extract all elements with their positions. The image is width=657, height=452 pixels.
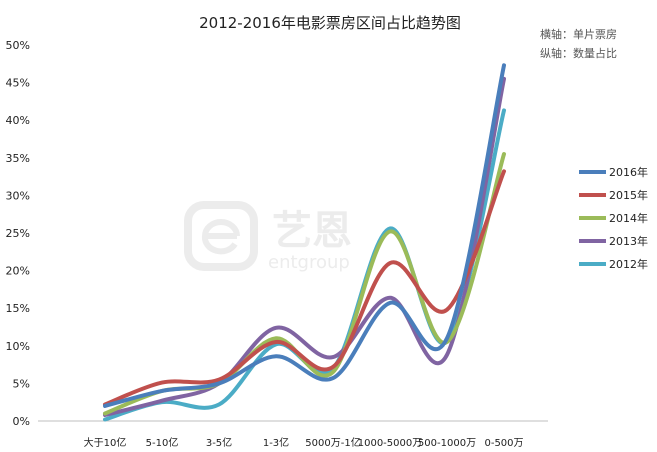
x-tick-label: 1000-5000万 [358, 438, 423, 449]
y-axis: 0% 5% 10% 15% 20% 25% 30% 35% 40% 45% 50% [6, 39, 30, 428]
series-line-2015年 [103, 169, 506, 407]
legend-label: 2016年 [609, 165, 648, 179]
x-tick-label: 5000万-1亿 [305, 436, 360, 449]
legend-label: 2013年 [609, 234, 648, 248]
legend-label: 2015年 [609, 188, 648, 202]
watermark-brand: 艺恩 [272, 208, 352, 254]
note-x-axis: 横轴：单片票房 [540, 27, 617, 41]
x-axis: 大于10亿 5-10亿 3-5亿 1-3亿 5000万-1亿1000-5000万500-… [84, 436, 524, 449]
x-tick-label: 3-5亿 [206, 436, 232, 449]
y-tick-label: 10% [6, 340, 30, 353]
x-tick-label: 5-10亿 [146, 436, 179, 449]
y-tick-label: 30% [6, 189, 30, 202]
chart-title: 2012-2016年电影票房区间占比趋势图 [199, 14, 461, 32]
watermark-logo-icon [184, 201, 258, 271]
note-y-axis: 纵轴：数量占比 [540, 46, 617, 60]
x-tick-label: 500-1000万 [418, 438, 476, 449]
y-tick-label: 40% [6, 114, 30, 127]
y-tick-label: 50% [6, 39, 30, 52]
y-tick-label: 25% [6, 227, 30, 240]
series-line-2016年 [103, 63, 506, 408]
y-tick-label: 15% [6, 302, 30, 315]
series-layer [103, 63, 506, 422]
x-tick-label: 0-500万 [484, 438, 523, 449]
y-tick-label: 20% [6, 265, 30, 278]
watermark: 艺恩 entgroup [184, 201, 352, 273]
legend: 2016年 2015年 2014年 2013年 2012年 [579, 165, 648, 271]
legend-label: 2012年 [609, 257, 648, 271]
legend-label: 2014年 [609, 211, 648, 225]
x-tick-label: 大于10亿 [84, 436, 127, 449]
x-tick-label: 1-3亿 [263, 436, 289, 449]
y-tick-label: 5% [13, 377, 30, 390]
series-line-2014年 [103, 152, 506, 416]
watermark-sub: entgroup [268, 252, 350, 273]
y-tick-label: 45% [6, 77, 30, 90]
y-tick-label: 0% [13, 415, 30, 428]
y-tick-label: 35% [6, 152, 30, 165]
